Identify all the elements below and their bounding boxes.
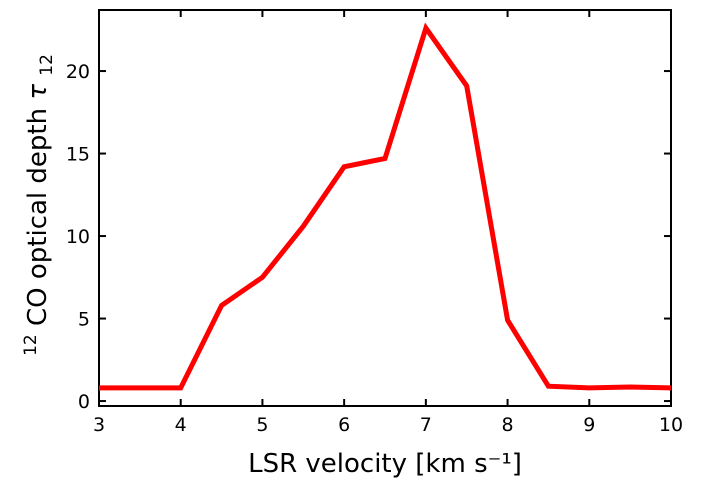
x-tick-label: 10 [659, 414, 683, 436]
y-tick-label: 5 [78, 309, 90, 331]
x-axis-label: LSR velocity [km s⁻¹] [248, 449, 522, 479]
x-tick-label: 5 [256, 414, 268, 436]
y-axis-label-prefix-superscript: 12 [21, 334, 41, 356]
ticks-layer [98, 10, 672, 406]
series-line-0 [99, 22, 672, 391]
y-axis-label-symbol: τ [23, 84, 53, 100]
y-tick-label: 15 [66, 144, 90, 166]
plot-area [98, 9, 672, 407]
y-tick-label: 20 [66, 61, 90, 83]
y-axis-label-text: CO optical depth [23, 100, 53, 326]
y-tick-label: 0 [78, 391, 90, 413]
labels-layer: 3 4 5 6 7 8 9 10 0 5 10 15 20 [66, 61, 683, 436]
x-tick-label: 8 [502, 414, 514, 436]
y-axis-label: 12 CO optical depth τ 12 [13, 54, 57, 356]
x-tick-label: 9 [583, 414, 595, 436]
series-layer [99, 22, 672, 391]
x-tick-label: 7 [420, 414, 432, 436]
y-tick-label: 10 [66, 226, 90, 248]
plot-frame [98, 9, 672, 407]
x-tick-label: 6 [338, 414, 350, 436]
y-axis-label-symbol-subscript: 12 [37, 54, 57, 76]
x-tick-label: 3 [93, 414, 105, 436]
x-tick-label: 4 [175, 414, 187, 436]
